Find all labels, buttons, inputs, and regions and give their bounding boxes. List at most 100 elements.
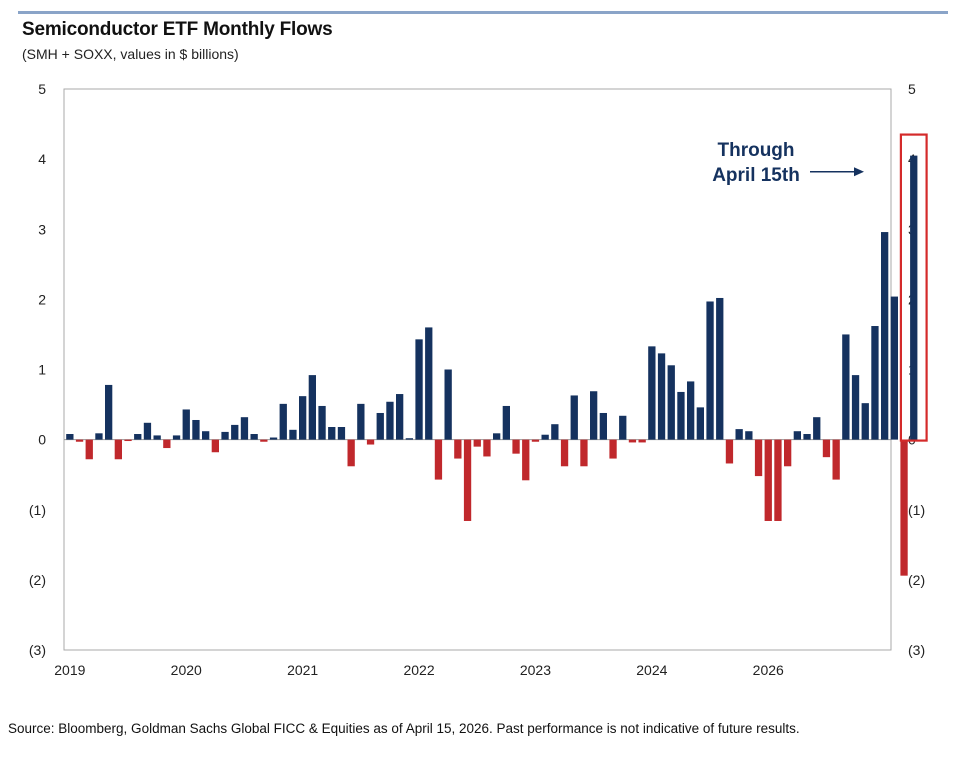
bar [328,427,336,440]
bar [124,439,132,442]
x-tick-label: 2022 [403,662,434,678]
bar [376,412,384,440]
bar [172,435,181,440]
bar [832,439,840,480]
y-tick-label-left: 4 [38,151,46,167]
source-note: Source: Bloomberg, Goldman Sachs Global … [8,721,800,736]
bar [667,365,675,440]
bar [522,439,530,481]
bar [716,297,724,440]
y-tick-label-left: 2 [38,291,46,307]
bar [910,155,918,440]
bar [822,439,831,458]
bar [182,409,190,440]
bar-chart: 5 4 3 2 1 0 (1) (2) (3) 5 4 3 2 1 0 (1) (2) (3) 2019 2020… [29,81,928,678]
bar [231,424,239,440]
bar [890,296,898,440]
bar [609,439,617,459]
bar [696,407,704,440]
bar [357,403,365,440]
x-tick-label: 2021 [287,662,318,678]
x-tick-label: 2023 [520,662,551,678]
bar [793,431,801,440]
bar [240,417,249,440]
y-tick-label-right: (2) [908,572,925,588]
bar [706,301,714,440]
bar [541,434,549,440]
bar [677,391,685,440]
bar [687,381,695,440]
bar [114,439,122,460]
bar [813,417,821,440]
bar [250,434,258,440]
annotation-group: Through April 15th [712,133,928,442]
left-y-axis: 5 4 3 2 1 0 (1) (2) (3) [29,81,46,658]
bar [851,375,860,440]
bar [560,439,569,467]
bar [347,439,355,467]
bar [425,327,433,440]
bar [590,391,598,440]
bar [580,439,588,467]
bar [619,415,627,440]
bar [725,439,734,464]
bar [444,369,452,440]
x-tick-label: 2024 [636,662,667,678]
y-tick-label-left: 1 [38,362,46,378]
bar [871,326,879,440]
bar-series [66,155,918,576]
bar [512,439,520,454]
y-tick-label-left: (3) [29,642,46,658]
chart-subtitle: (SMH + SOXX, values in $ billions) [22,46,239,62]
bar [648,346,656,440]
bar [260,439,268,442]
bar [153,435,161,440]
bar [754,439,763,477]
bar [745,431,753,440]
bar [289,429,297,440]
bar [861,403,869,440]
highlight-box [899,133,928,442]
bar [551,424,559,440]
bar [628,439,637,443]
bar [900,439,908,576]
bar [75,439,84,442]
bar [134,434,142,440]
bar [396,394,404,440]
bar [299,396,307,440]
x-axis: 2019 2020 2021 2022 2023 2024 2026 [54,662,784,678]
x-tick-label: 2026 [753,662,784,678]
bar [463,439,472,521]
chart-title: Semiconductor ETF Monthly Flows [22,19,333,40]
annotation-arrowhead [854,167,864,177]
bar [192,419,200,440]
bar [308,375,316,440]
bar [366,439,375,445]
bar [337,427,346,440]
annotation-text: Through [717,140,794,161]
bar [221,431,229,440]
bar [735,429,743,440]
y-tick-label-right: 5 [908,81,916,97]
y-tick-label-left: 0 [38,432,46,448]
bar [774,439,782,521]
bar [599,412,607,440]
bar [202,431,210,440]
annotation-text: April 15th [712,165,800,186]
bar [415,339,423,440]
y-tick-label-left: 3 [38,221,46,237]
bar [570,395,578,440]
bar [784,439,792,467]
bar [803,434,811,440]
bar [502,405,510,440]
bar [473,439,481,447]
bar [143,422,152,440]
bar [163,439,171,449]
y-tick-label-right: (3) [908,642,925,658]
bar [405,438,413,440]
y-tick-label-left: (1) [29,502,46,518]
bar [638,439,646,443]
bar [318,405,326,440]
bar [211,439,219,453]
bar [66,434,74,440]
